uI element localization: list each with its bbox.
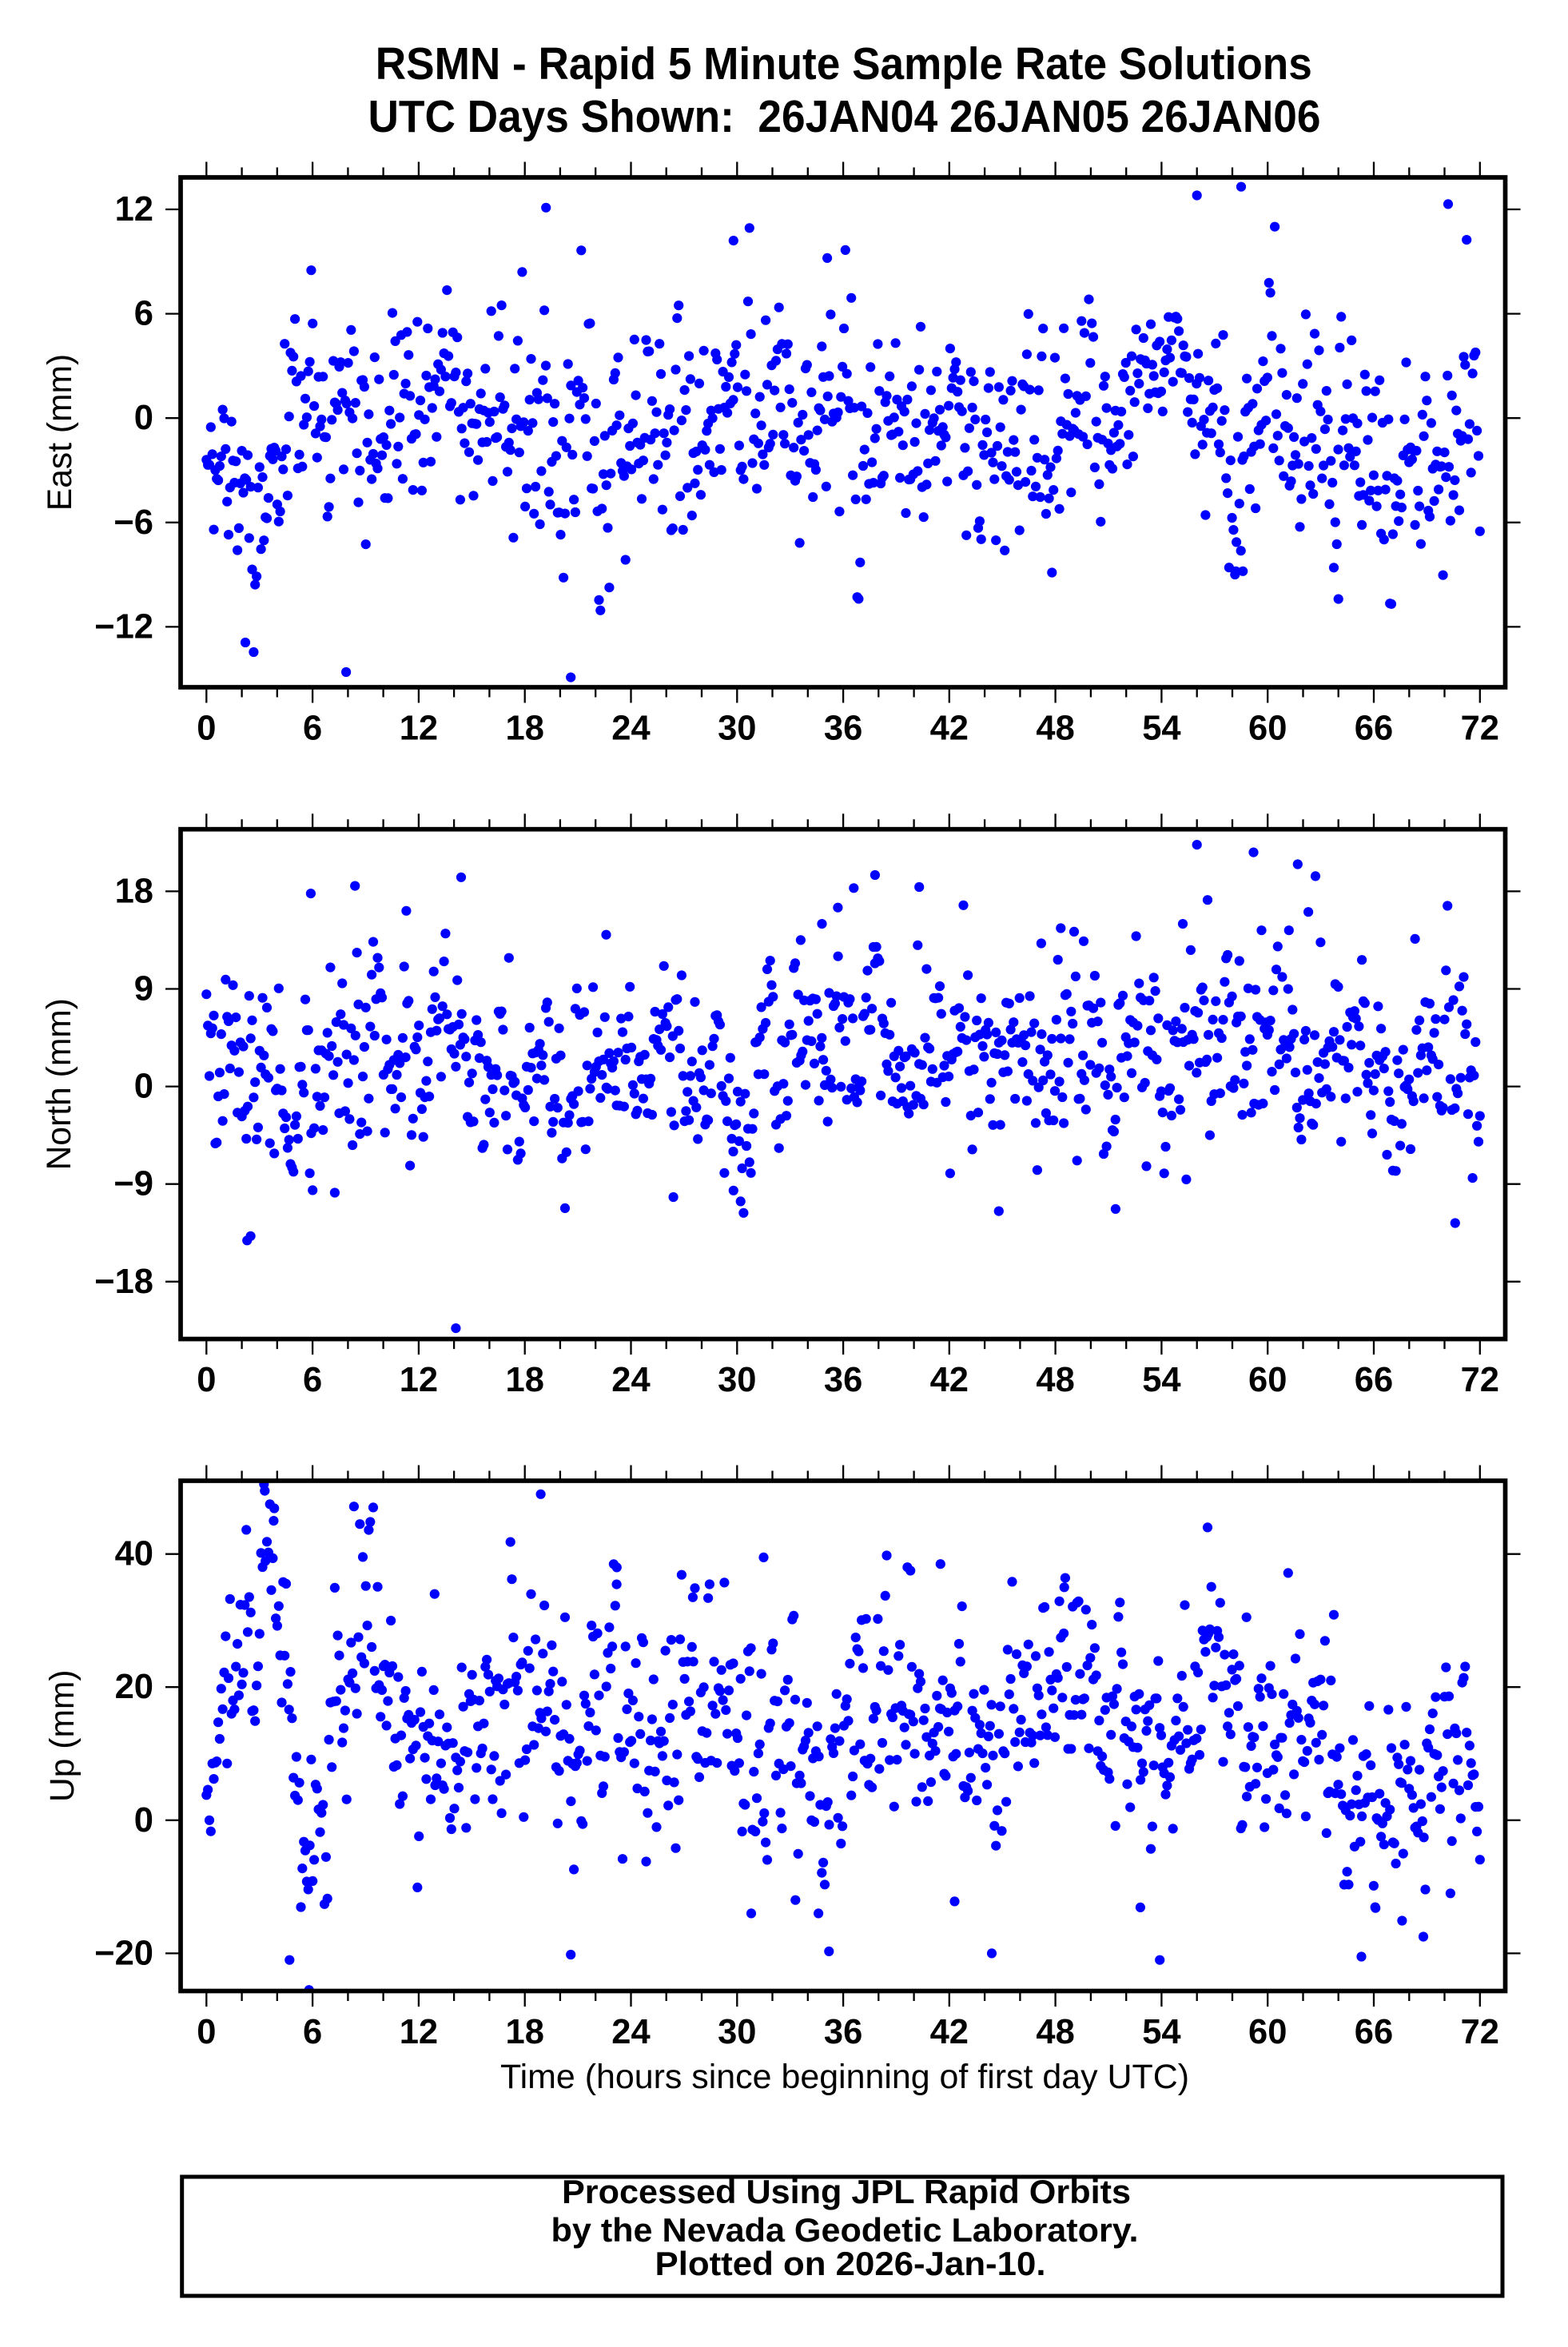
svg-text:54: 54 <box>1142 2013 1180 2051</box>
svg-text:36: 36 <box>824 2013 862 2051</box>
svg-text:54: 54 <box>1142 1361 1180 1399</box>
svg-text:30: 30 <box>718 710 756 748</box>
svg-text:Plotted on 2026-Jan-10.: Plotted on 2026-Jan-10. <box>655 2245 1046 2282</box>
svg-text:RSMN - Rapid 5 Minute Sample R: RSMN - Rapid 5 Minute Sample Rate Soluti… <box>376 38 1312 89</box>
svg-text:66: 66 <box>1355 1361 1393 1399</box>
svg-text:72: 72 <box>1461 1361 1499 1399</box>
svg-text:6: 6 <box>134 295 153 333</box>
svg-text:60: 60 <box>1248 710 1287 748</box>
svg-text:18: 18 <box>506 2013 544 2051</box>
svg-text:18: 18 <box>506 1361 544 1399</box>
svg-text:−6: −6 <box>113 503 153 542</box>
svg-text:6: 6 <box>303 710 322 748</box>
svg-text:48: 48 <box>1036 710 1074 748</box>
svg-text:12: 12 <box>400 710 438 748</box>
svg-text:42: 42 <box>930 710 969 748</box>
svg-text:Processed Using JPL Rapid Orbi: Processed Using JPL Rapid Orbits <box>562 2173 1131 2210</box>
svg-text:6: 6 <box>303 1361 322 1399</box>
svg-text:6: 6 <box>303 2013 322 2051</box>
svg-text:12: 12 <box>400 1361 438 1399</box>
svg-text:East (mm): East (mm) <box>41 354 79 511</box>
svg-text:North (mm): North (mm) <box>40 998 78 1170</box>
svg-text:36: 36 <box>824 1361 862 1399</box>
svg-text:24: 24 <box>611 2013 650 2051</box>
svg-text:60: 60 <box>1248 2013 1287 2051</box>
svg-text:36: 36 <box>824 710 862 748</box>
svg-text:−12: −12 <box>94 607 153 646</box>
svg-text:0: 0 <box>197 710 216 748</box>
svg-text:20: 20 <box>115 1668 153 1706</box>
svg-text:24: 24 <box>611 1361 650 1399</box>
svg-text:24: 24 <box>611 710 650 748</box>
svg-text:by the Nevada Geodetic Laborat: by the Nevada Geodetic Laboratory. <box>551 2211 1139 2249</box>
svg-text:0: 0 <box>197 1361 216 1399</box>
svg-text:0: 0 <box>134 1068 153 1106</box>
svg-text:30: 30 <box>718 1361 756 1399</box>
svg-text:12: 12 <box>115 190 153 229</box>
svg-text:48: 48 <box>1036 1361 1074 1399</box>
svg-text:42: 42 <box>930 1361 969 1399</box>
svg-text:40: 40 <box>115 1535 153 1573</box>
svg-text:30: 30 <box>718 2013 756 2051</box>
svg-text:54: 54 <box>1142 710 1180 748</box>
svg-text:66: 66 <box>1355 710 1393 748</box>
svg-text:0: 0 <box>134 1801 153 1840</box>
svg-text:12: 12 <box>400 2013 438 2051</box>
svg-text:−9: −9 <box>113 1165 153 1203</box>
svg-text:60: 60 <box>1248 1361 1287 1399</box>
svg-text:UTC Days Shown: 26JAN04 26JAN: UTC Days Shown: 26JAN04 26JAN05 26JAN06 <box>368 91 1321 141</box>
svg-text:42: 42 <box>930 2013 969 2051</box>
svg-text:18: 18 <box>115 872 153 910</box>
svg-text:0: 0 <box>134 399 153 437</box>
svg-text:9: 9 <box>134 970 153 1008</box>
svg-text:48: 48 <box>1036 2013 1074 2051</box>
svg-text:18: 18 <box>506 710 544 748</box>
svg-text:66: 66 <box>1355 2013 1393 2051</box>
svg-text:72: 72 <box>1461 2013 1499 2051</box>
svg-text:Time (hours since beginning of: Time (hours since beginning of first day… <box>500 2058 1189 2096</box>
svg-text:0: 0 <box>197 2013 216 2051</box>
svg-text:Up (mm): Up (mm) <box>43 1669 82 1802</box>
svg-text:−18: −18 <box>94 1263 153 1301</box>
svg-text:72: 72 <box>1461 710 1499 748</box>
svg-text:−20: −20 <box>94 1934 153 1972</box>
